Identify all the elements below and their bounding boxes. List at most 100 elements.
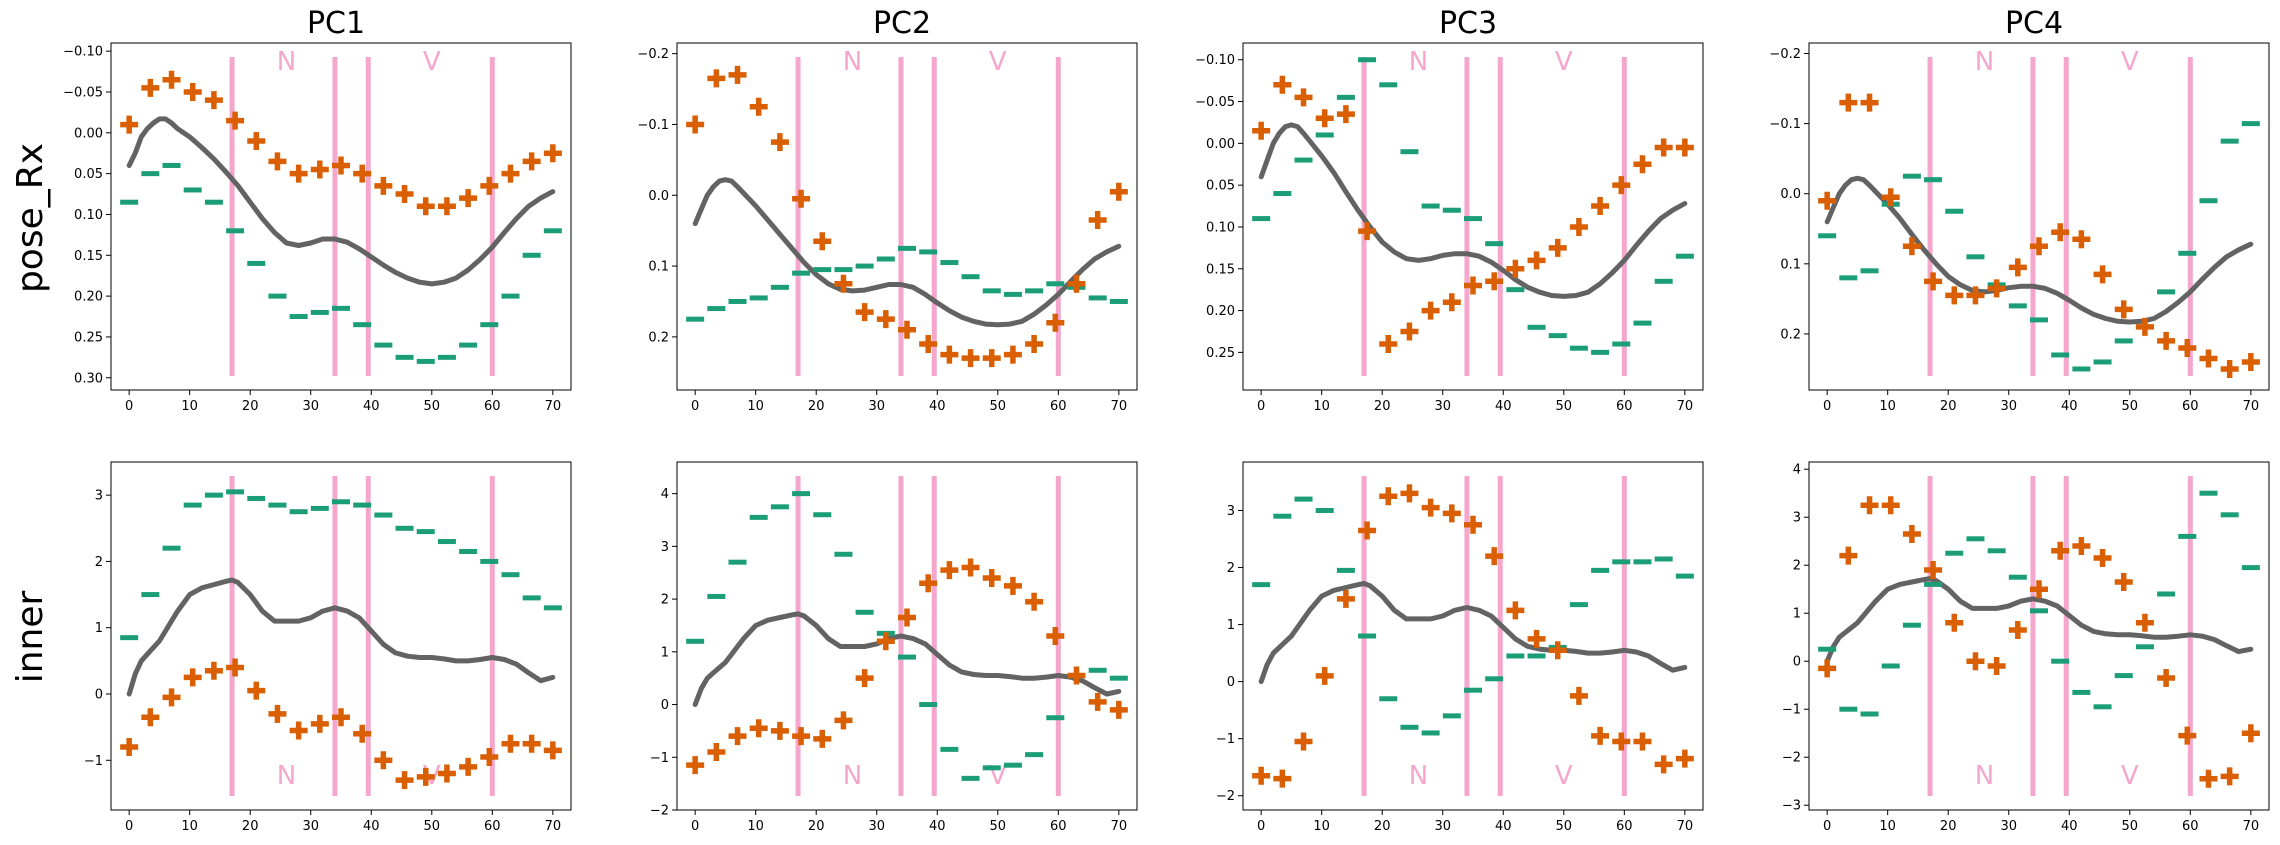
plus-marker <box>2114 573 2133 591</box>
plus-marker <box>2241 352 2260 371</box>
y-tick-label: −0.10 <box>1195 53 1235 68</box>
plus-marker <box>1569 686 1588 705</box>
minus-marker <box>919 702 938 708</box>
plus-marker <box>2051 541 2070 560</box>
minus-marker <box>1902 622 1921 628</box>
x-tick-label: 40 <box>363 819 380 834</box>
minus-marker <box>332 305 350 311</box>
minus-marker <box>1464 687 1482 693</box>
plus-marker <box>289 721 308 740</box>
plus-marker <box>707 743 726 761</box>
x-tick-label: 30 <box>868 819 885 834</box>
plus-marker <box>162 688 181 707</box>
x-tick-label: 0 <box>1257 819 1265 834</box>
plus-marker <box>1294 88 1313 107</box>
plus-marker <box>1025 592 1044 611</box>
plus-marker <box>834 711 853 730</box>
minus-marker <box>2178 250 2197 256</box>
minus-marker <box>1442 207 1461 213</box>
minus-marker <box>1109 675 1128 681</box>
chart-panel-pose-rx-pc1: N V 0 10 20 30 40 50 60 70 −0.10 −0.05 0.00 0.05 0.10 0… <box>63 42 572 414</box>
y-tick-label: 0.00 <box>74 126 103 141</box>
minus-marker <box>1633 320 1652 326</box>
minus-marker <box>120 199 139 205</box>
y-tick-label: 1 <box>1227 618 1235 633</box>
minus-marker <box>226 489 245 495</box>
minus-marker <box>268 502 287 508</box>
plus-marker <box>919 334 938 353</box>
x-tick-label: 60 <box>1616 399 1633 414</box>
y-tick-label: 0.1 <box>648 260 669 275</box>
minus-marker <box>707 593 726 599</box>
plus-marker <box>543 741 562 760</box>
plus-marker <box>749 719 768 738</box>
chart-panel-inner-pc4: N V 0 10 20 30 40 50 60 70 −3 −2 −1 0 1 2 3 4 <box>1782 461 2270 834</box>
plus-marker <box>1464 515 1482 534</box>
plus-marker <box>749 97 768 116</box>
plus-marker <box>480 176 499 195</box>
y-tick-label: −0.1 <box>637 118 669 133</box>
minus-marker <box>961 274 980 280</box>
plus-marker <box>120 738 139 757</box>
plus-marker <box>898 608 916 627</box>
minus-marker <box>982 765 1001 771</box>
minus-marker <box>310 309 329 315</box>
y-tick-label: −0.05 <box>1195 95 1235 110</box>
plus-marker <box>437 197 456 216</box>
minus-marker <box>1003 762 1022 768</box>
minus-marker <box>183 187 202 193</box>
plus-marker <box>1400 322 1419 341</box>
x-tick-label: 60 <box>484 819 501 834</box>
plus-marker <box>1336 105 1355 124</box>
x-tick-label: 20 <box>808 819 825 834</box>
minus-marker <box>332 499 350 505</box>
minus-marker <box>1421 730 1440 736</box>
minus-marker <box>437 539 456 545</box>
x-tick-label: 40 <box>1495 399 1512 414</box>
x-tick-label: 50 <box>990 399 1007 414</box>
minus-marker <box>1252 582 1271 588</box>
minus-marker <box>1860 711 1879 717</box>
plus-marker <box>961 558 980 577</box>
plus-marker <box>1358 222 1377 241</box>
plus-marker <box>1046 313 1065 332</box>
x-tick-label: 10 <box>1313 819 1330 834</box>
minus-marker <box>1358 633 1377 639</box>
minus-marker <box>204 492 223 498</box>
plus-marker <box>1506 259 1525 278</box>
plus-marker <box>2241 724 2260 743</box>
plus-marker <box>2135 317 2154 336</box>
minus-marker <box>1294 157 1313 163</box>
minus-marker <box>1336 567 1355 573</box>
mean-curve <box>1258 122 1688 299</box>
minus-marker <box>1548 333 1567 339</box>
plus-marker <box>1421 301 1440 320</box>
chart-panel-inner-pc3: N V 0 10 20 30 40 50 60 70 −2 −1 0 1 2 3 <box>1216 461 1704 834</box>
y-tick-label: 1 <box>95 621 103 636</box>
plus-marker <box>1881 188 1900 207</box>
minus-marker <box>2072 366 2091 372</box>
minus-marker <box>2114 673 2133 679</box>
plus-marker <box>1818 659 1837 678</box>
plus-marker <box>1088 211 1107 230</box>
minus-marker <box>1315 132 1334 138</box>
plus-marker <box>686 756 705 775</box>
y-tick-label: 4 <box>1793 463 1801 478</box>
y-tick-label: 0.20 <box>74 290 103 305</box>
plus-marker <box>1633 732 1652 751</box>
x-tick-label: 20 <box>242 399 259 414</box>
minus-marker <box>1591 349 1610 355</box>
y-tick-label: 0.10 <box>74 208 103 223</box>
minus-marker <box>353 322 372 328</box>
plus-marker <box>2030 237 2048 256</box>
plus-marker <box>522 152 541 171</box>
minus-marker <box>2114 338 2133 344</box>
y-tick-label: −1 <box>1782 703 1801 718</box>
minus-marker <box>522 595 541 601</box>
x-tick-label: 20 <box>1374 399 1391 414</box>
col-title-pc4: PC4 <box>2005 6 2063 41</box>
plus-marker <box>982 349 1001 368</box>
plus-marker <box>2157 669 2176 687</box>
minus-marker <box>940 746 959 752</box>
